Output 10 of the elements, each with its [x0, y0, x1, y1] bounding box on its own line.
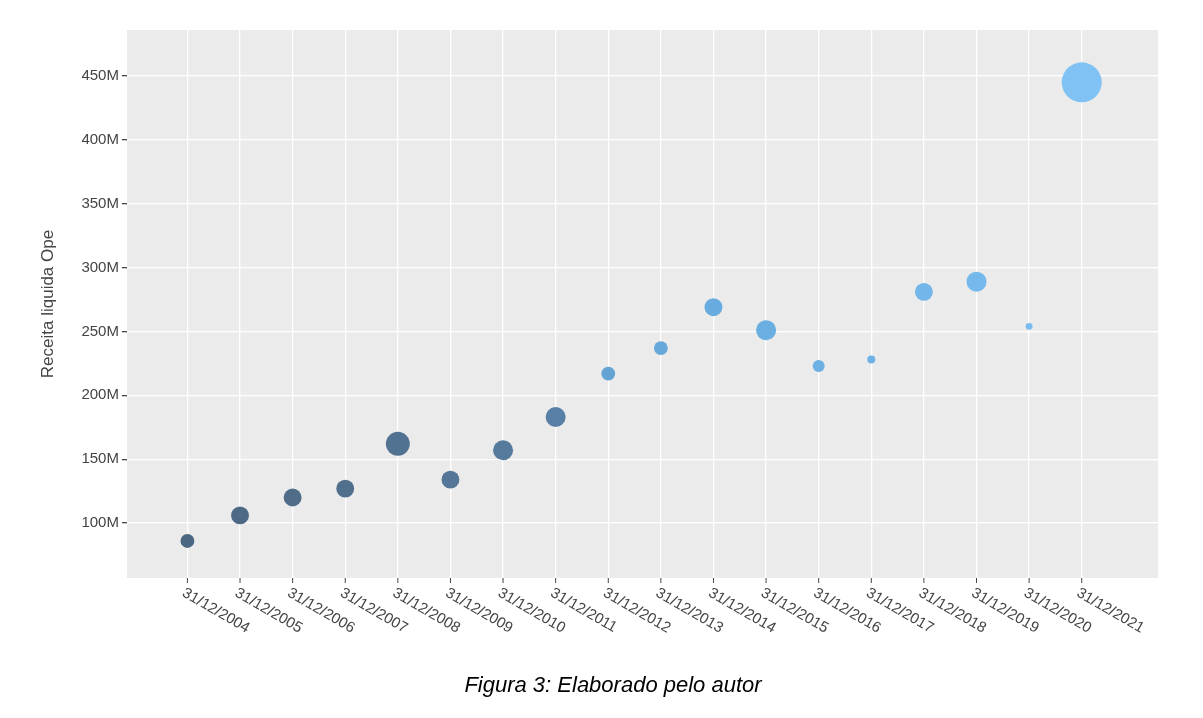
y-tick-label: 250M: [81, 321, 119, 339]
y-tick-label: 450M: [81, 66, 119, 84]
y-tick-label: 100M: [81, 513, 119, 531]
y-tick-label: 200M: [81, 385, 119, 403]
y-tick-label: 350M: [81, 193, 119, 211]
y-tick-label: 400M: [81, 130, 119, 147]
y-tick-label: 150M: [81, 449, 119, 467]
y-axis-title: Receita liquida Ope: [37, 229, 57, 379]
text: Figura 3: Elaborado pelo autor: [463, 672, 764, 698]
y-tick-label: 300M: [81, 257, 119, 275]
